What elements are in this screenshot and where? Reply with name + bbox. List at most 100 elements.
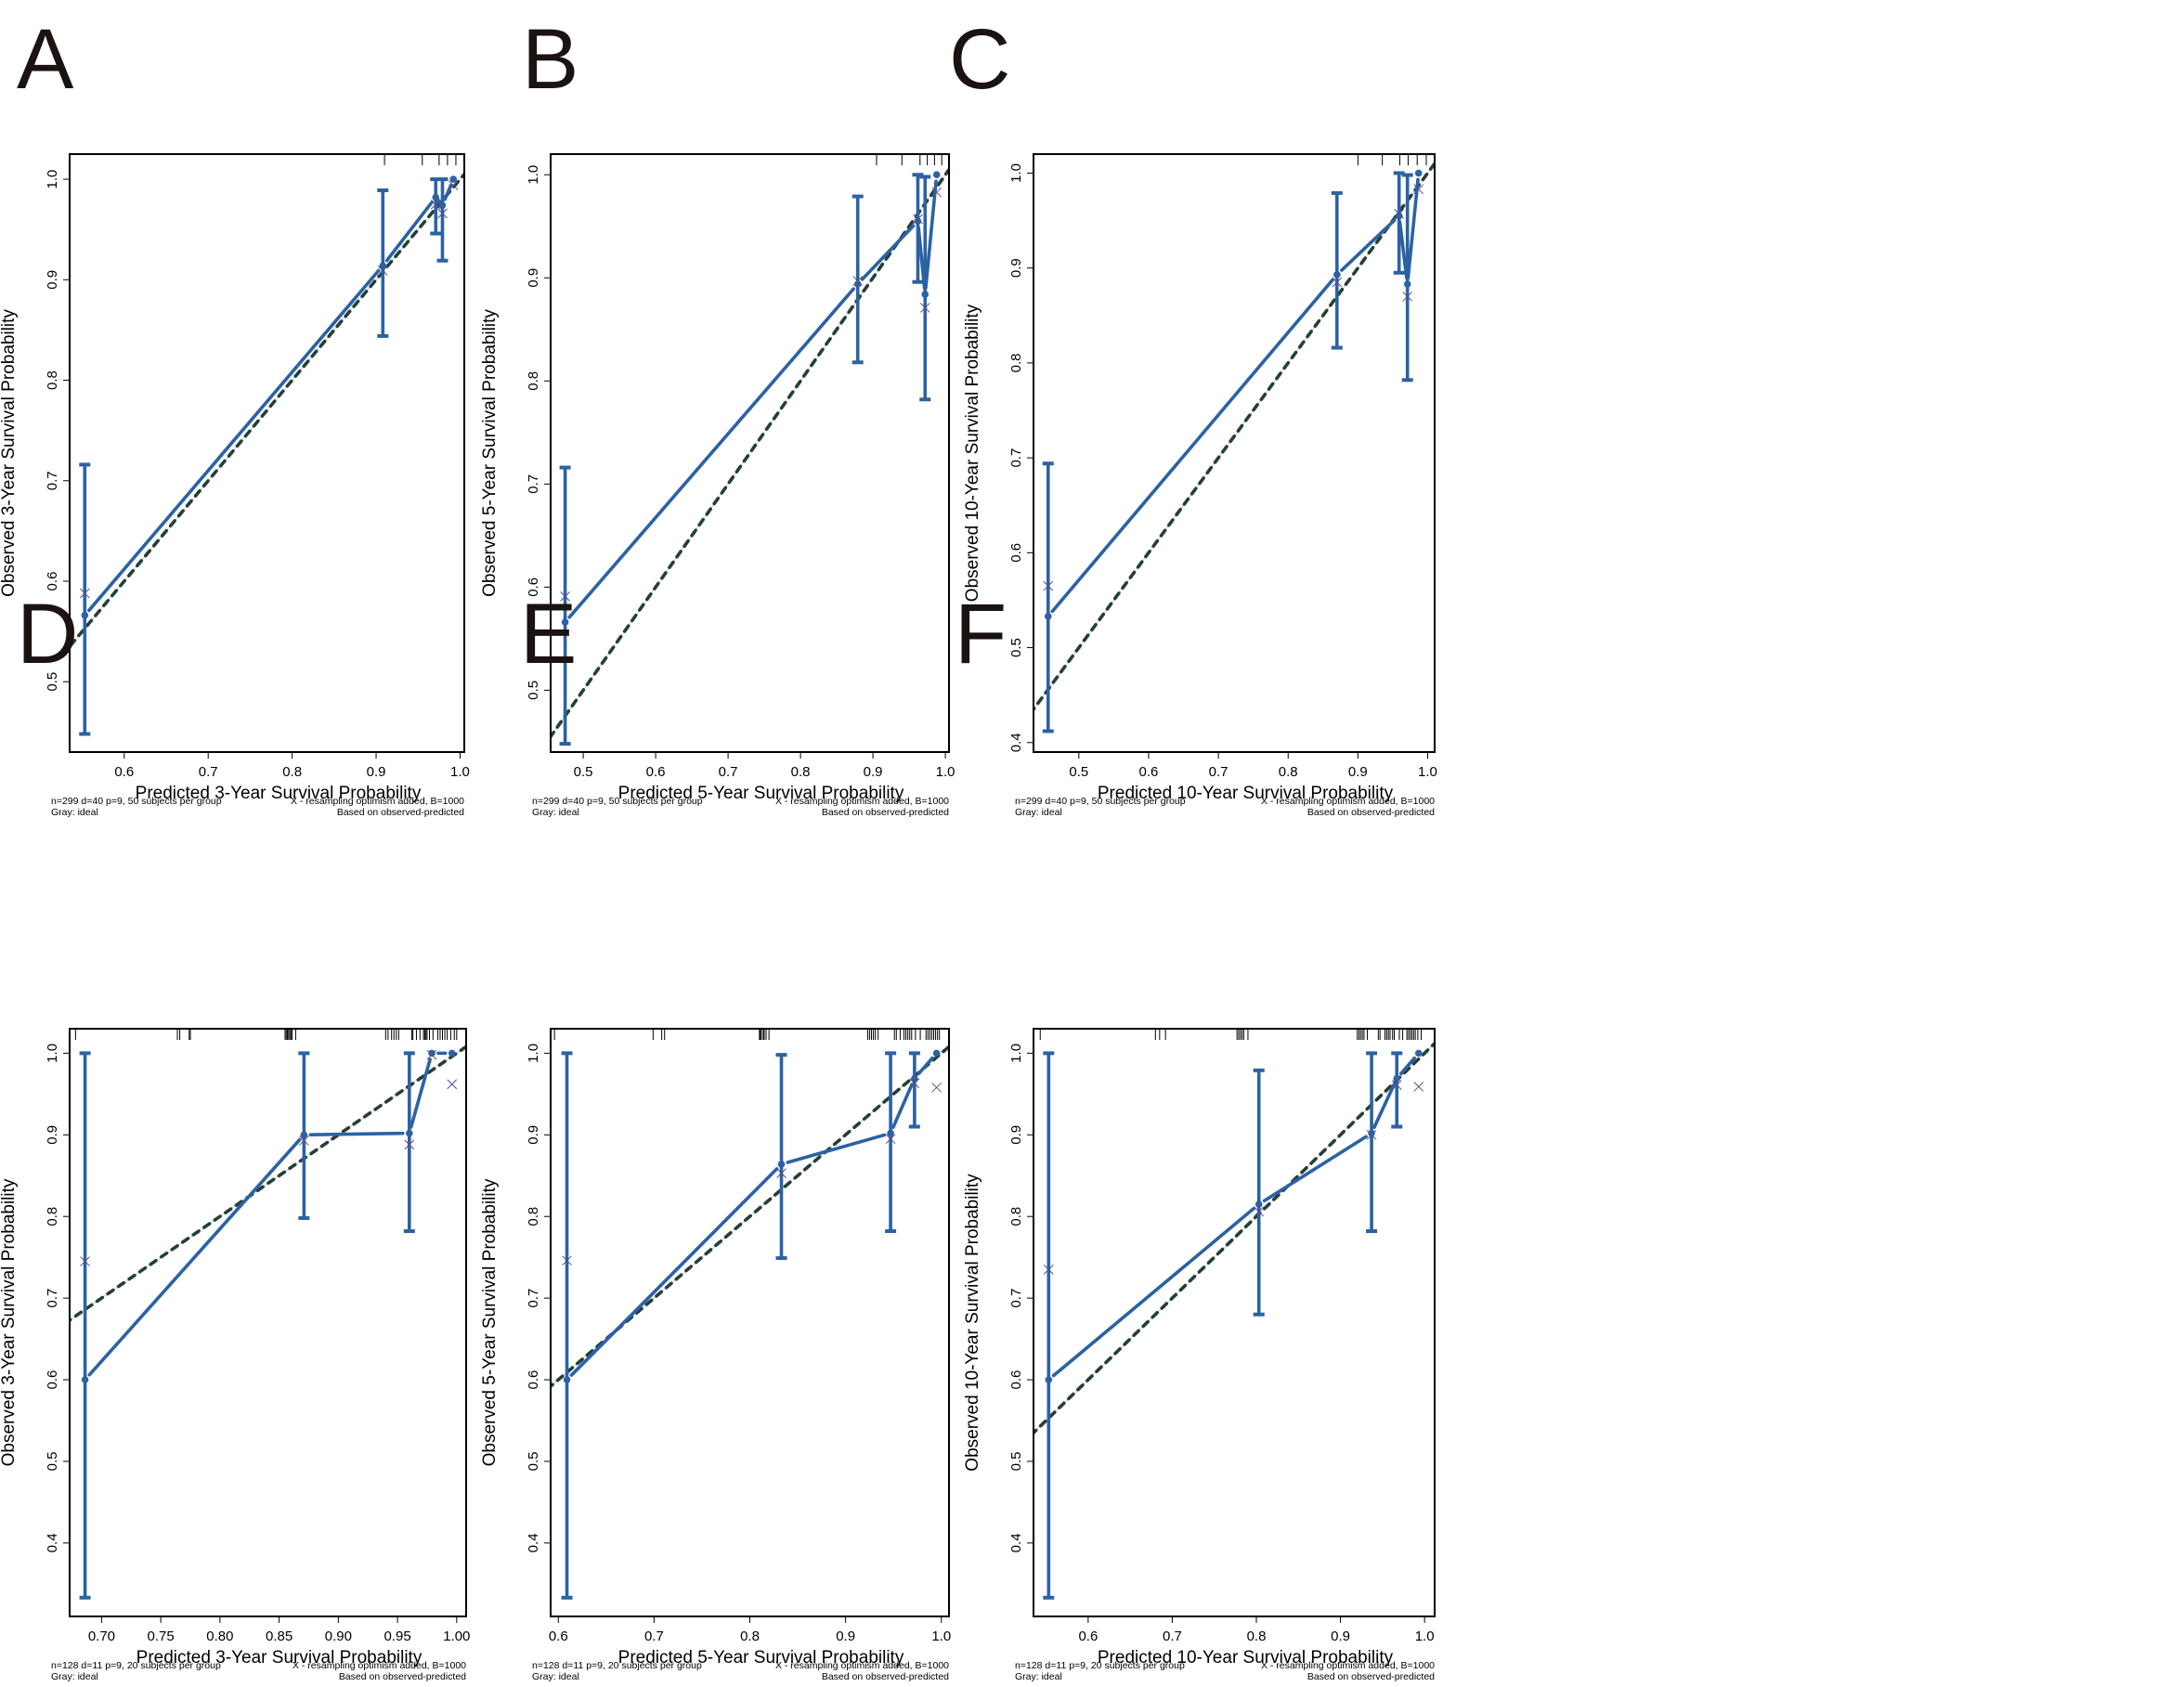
optimism-x-marker: [1366, 1129, 1377, 1140]
x-tick-label: 0.9: [1331, 1629, 1350, 1644]
calibration-segment: [569, 1167, 779, 1377]
calibration-point: [1414, 1049, 1423, 1058]
x-tick-label: 0.8: [791, 764, 811, 780]
footnote-right: X - resampling optimism added, B=1000: [775, 1660, 949, 1671]
optimism-x-marker: [79, 588, 90, 599]
y-tick-label: 0.4: [526, 1533, 541, 1552]
x-tick-label: 0.90: [325, 1629, 352, 1644]
y-axis-title: Observed 5-Year Survival Probability: [480, 309, 500, 597]
x-tick-label: 1.0: [1418, 764, 1437, 780]
plot-frame: [1033, 153, 1436, 753]
x-tick-label: 0.80: [206, 1629, 233, 1644]
y-tick-label: 0.8: [45, 1207, 60, 1226]
x-marker-stroke: [1332, 277, 1343, 288]
x-tick-label: 1.0: [1415, 1629, 1435, 1644]
optimism-x-marker: [1254, 1206, 1265, 1217]
y-tick-label: 0.4: [1008, 733, 1024, 752]
y-tick-label: 0.5: [1008, 638, 1024, 657]
optimism-x-marker: [560, 590, 570, 602]
y-tick-label: 0.8: [45, 370, 60, 390]
calibration-point: [1045, 1376, 1053, 1383]
optimism-x-marker: [1413, 184, 1424, 195]
calibration-segment: [567, 287, 855, 619]
footnote-left: Gray: ideal: [51, 1671, 98, 1682]
x-tick-label: 0.6: [1078, 1629, 1098, 1644]
y-axis-title: Observed 10-Year Survival Probability: [963, 304, 982, 602]
x-marker-stroke: [79, 588, 90, 599]
footnote-right: X - resampling optimism added, B=1000: [1261, 1660, 1435, 1671]
y-tick-label: 0.4: [45, 1533, 60, 1552]
calibration-point: [932, 1049, 941, 1058]
ideal-line: [1034, 1041, 1435, 1435]
calibration-point: [1414, 169, 1423, 177]
calibration-point: [561, 618, 569, 626]
calibration-segment: [384, 201, 434, 263]
x-tick-label: 0.9: [836, 1629, 855, 1644]
footnote-left: n=128 d=11 p=9, 20 subjects per group: [51, 1660, 221, 1671]
calibration-point: [1368, 1129, 1375, 1137]
x-marker-stroke: [1254, 1206, 1265, 1217]
x-marker-stroke: [1391, 1080, 1402, 1091]
y-tick-label: 1.0: [526, 1044, 541, 1063]
footnote-left: Gray: ideal: [532, 807, 579, 818]
x-tick-label: 0.6: [1139, 764, 1159, 780]
calibration-point: [300, 1131, 308, 1139]
ideal-line: [70, 1045, 466, 1323]
y-tick-label: 0.7: [45, 1289, 60, 1308]
x-marker-stroke: [1402, 291, 1413, 302]
x-marker-stroke: [430, 199, 441, 210]
plot-frame: [550, 153, 950, 753]
calibration-point: [81, 1376, 89, 1383]
y-tick-label: 1.0: [45, 1044, 60, 1063]
calibration-series: [1042, 169, 1423, 733]
x-tick-label: 0.7: [199, 764, 218, 780]
x-marker-stroke: [1366, 1129, 1377, 1140]
footnote-left: Gray: ideal: [1015, 807, 1062, 818]
footnote-left: n=299 d=40 p=9, 50 subjects per group: [51, 796, 222, 807]
footnote-right: Based on observed-predicted: [1307, 1671, 1435, 1682]
x-tick-label: 0.7: [1209, 764, 1228, 780]
panel-letter-a: A: [17, 12, 74, 107]
calibration-segment: [1398, 220, 1409, 279]
calibration-point: [1395, 212, 1403, 220]
optimism-x-marker: [1043, 580, 1054, 591]
y-tick-label: 0.9: [1008, 258, 1024, 278]
x-axis-title: Predicted 5-Year Survival Probability: [618, 784, 904, 803]
ideal-line: [551, 166, 949, 740]
optimism-x-marker: [562, 1255, 572, 1266]
calibration-series: [561, 1049, 941, 1600]
y-axis-title: Observed 5-Year Survival Probability: [480, 1178, 500, 1466]
x-marker-stroke: [560, 590, 570, 602]
calibration-point: [1393, 1074, 1401, 1083]
calibration-segment: [1262, 1135, 1368, 1203]
y-tick-label: 0.7: [1008, 1289, 1024, 1308]
optimism-x-marker: [909, 1078, 920, 1089]
x-marker-stroke: [426, 1049, 437, 1060]
x-tick-label: 0.6: [114, 764, 134, 780]
calibration-point: [449, 175, 458, 183]
calibration-point: [81, 612, 89, 619]
x-marker-stroke: [913, 214, 923, 225]
x-marker-stroke: [377, 266, 388, 276]
calibration-series: [1043, 1049, 1423, 1600]
calibration-point: [379, 262, 387, 269]
calibration-segment: [1051, 1206, 1256, 1378]
x-marker-stroke: [80, 1256, 90, 1266]
optimism-x-marker: [931, 187, 942, 198]
ideal-line-gray: [1034, 1043, 1435, 1434]
y-tick-label: 0.7: [526, 474, 541, 494]
calibration-point: [448, 1049, 456, 1058]
x-marker-stroke: [562, 1255, 572, 1266]
y-axis-title: Observed 3-Year Survival Probability: [0, 309, 19, 597]
footnote-left: Gray: ideal: [532, 1671, 579, 1682]
y-tick-label: 0.6: [45, 1370, 60, 1390]
x-tick-label: 0.7: [644, 1629, 664, 1644]
y-tick-label: 0.8: [1008, 353, 1024, 372]
optimism-x-marker: [776, 1168, 786, 1178]
footnote-right: Based on observed-predicted: [1307, 807, 1435, 818]
y-tick-label: 0.5: [1008, 1452, 1024, 1472]
